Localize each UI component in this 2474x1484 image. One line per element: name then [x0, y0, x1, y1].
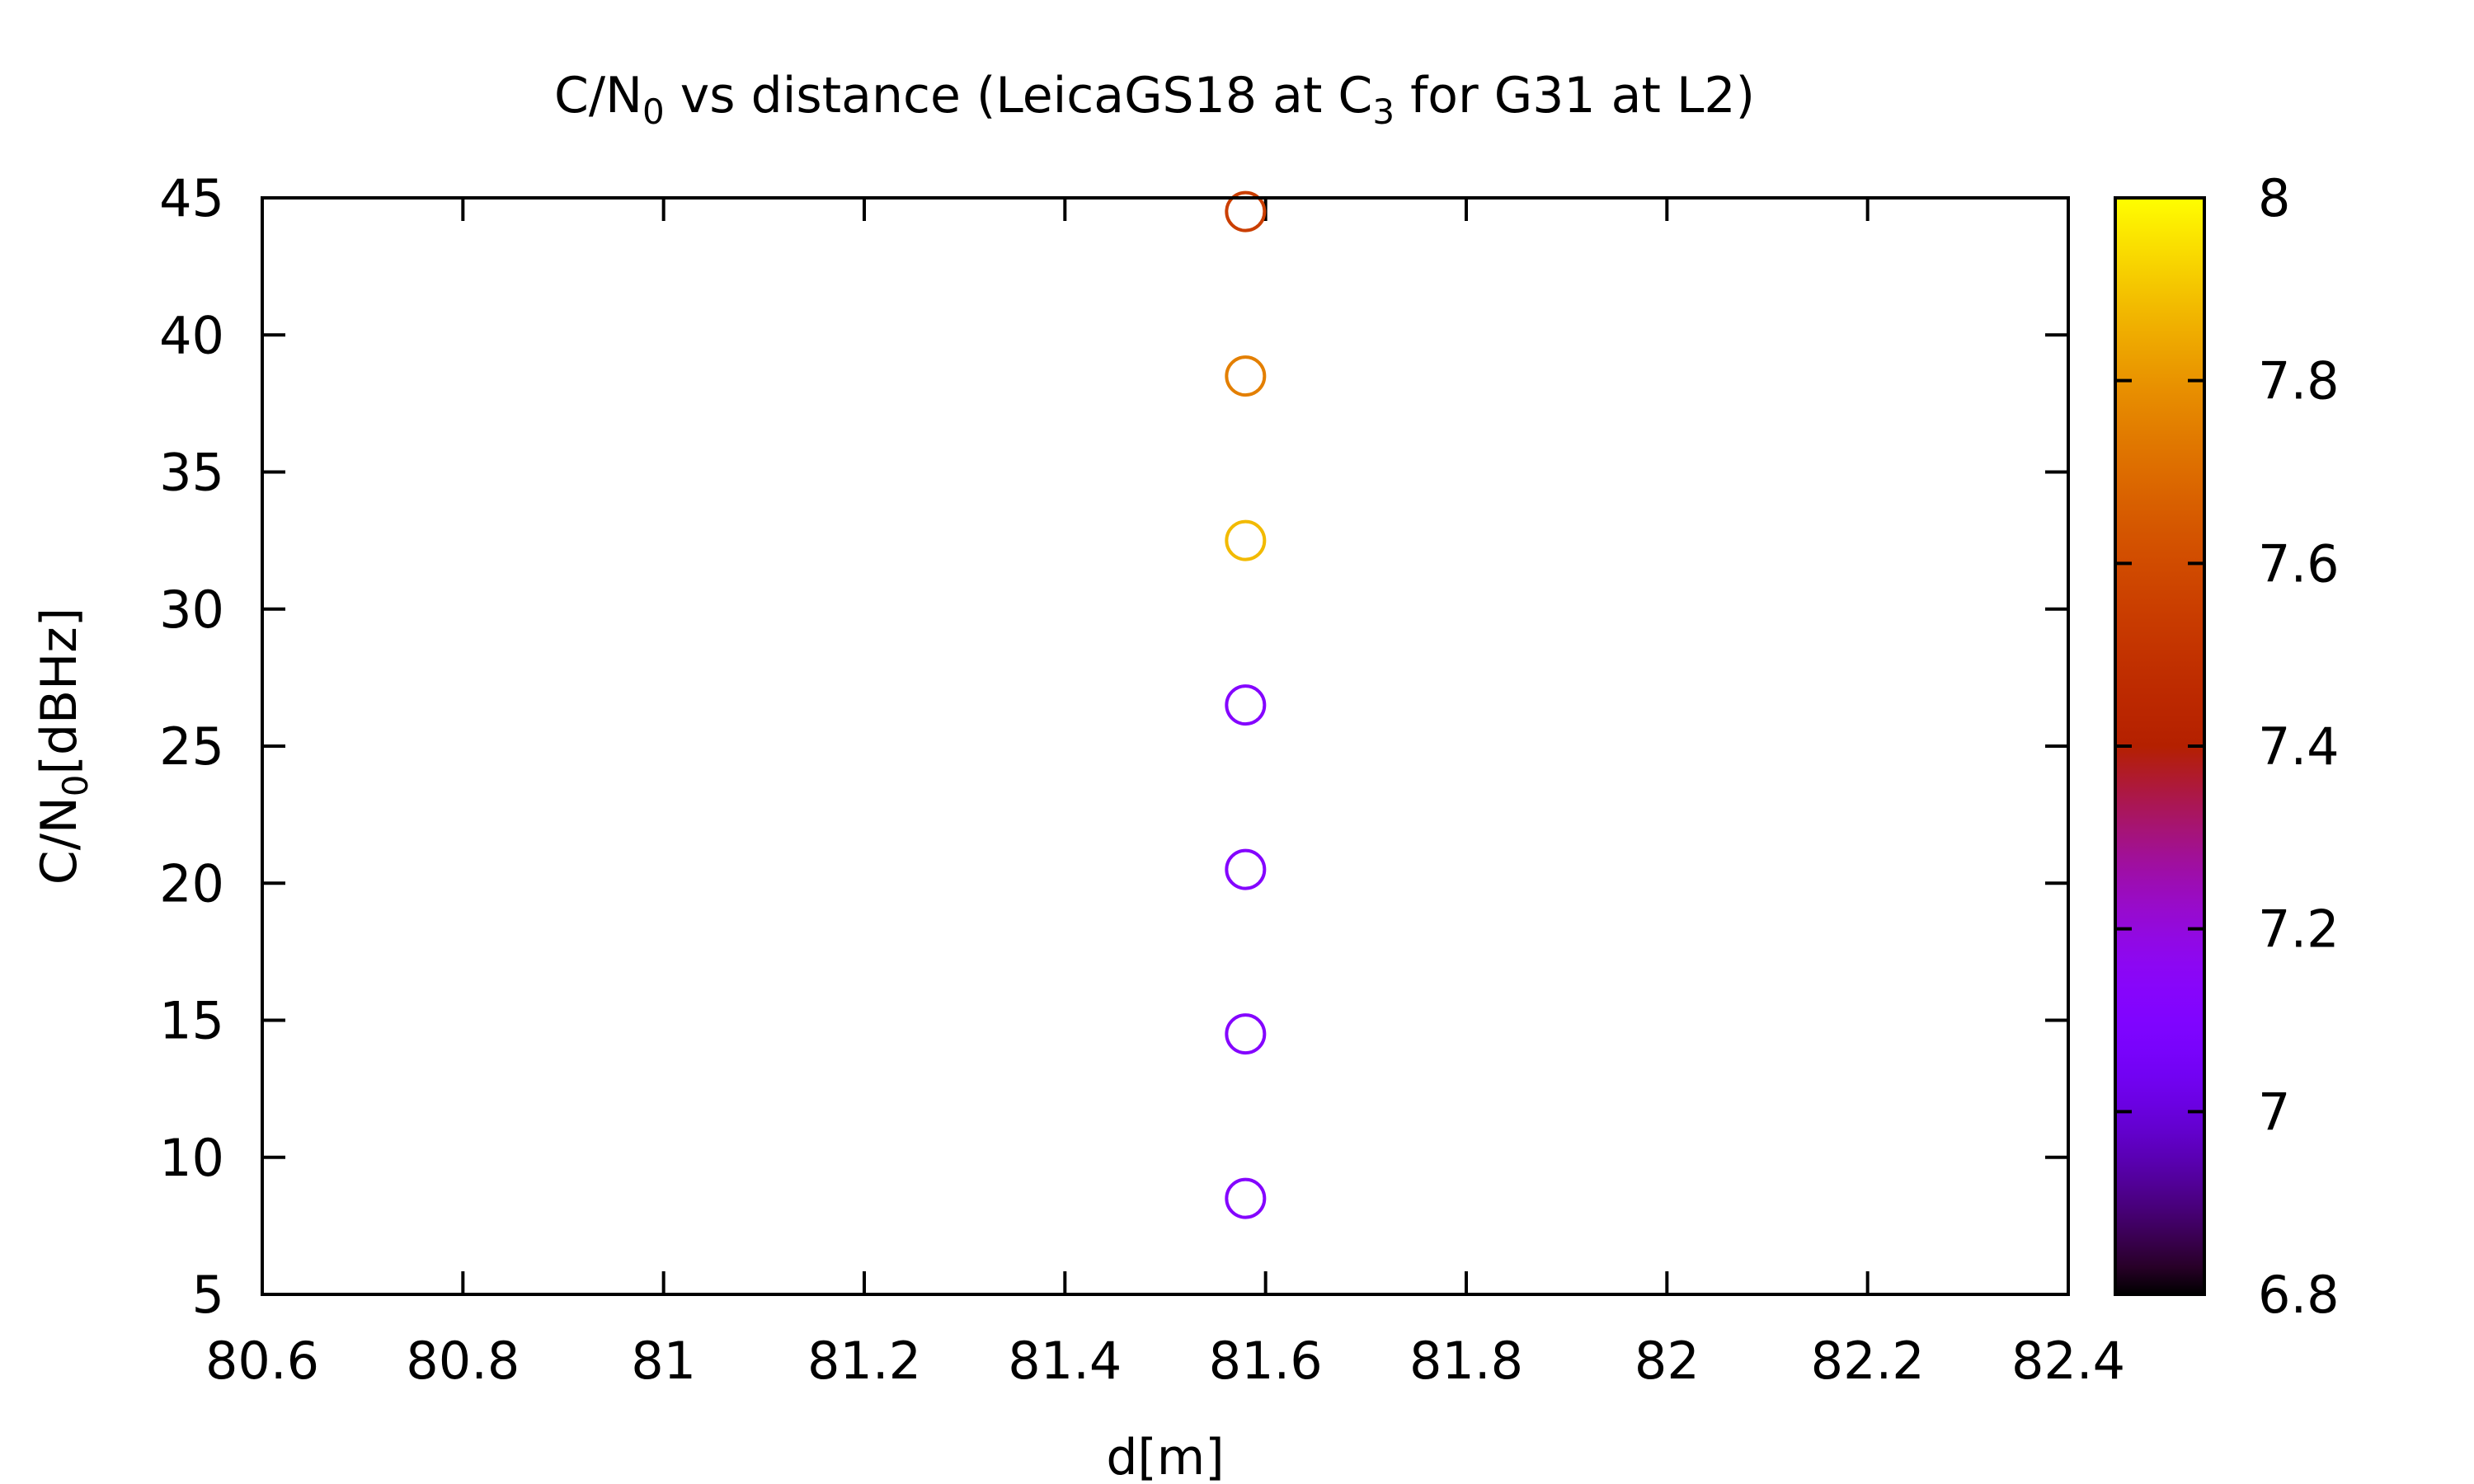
- data-point: [1225, 848, 1267, 890]
- y-tick-label: 40: [159, 305, 224, 365]
- colorbar-tick-label: 8: [2258, 168, 2290, 228]
- x-tick-label: 81: [631, 1331, 696, 1391]
- x-axis-label: d[m]: [1106, 1429, 1224, 1484]
- chart-title-suffix: for G31 at L2): [1395, 67, 1755, 124]
- data-point: [1225, 355, 1267, 397]
- y-tick-label: 10: [159, 1128, 224, 1188]
- data-point: [1225, 1013, 1267, 1055]
- colorbar-tick-label: 7.8: [2258, 351, 2340, 411]
- y-axis-label: C/N0[dBHz]: [31, 608, 96, 885]
- y-axis-ticks: 5 10 15 20 25 30 35 40 45: [159, 168, 2068, 1325]
- y-tick-label: 35: [159, 443, 224, 503]
- x-tick-label: 81.4: [1008, 1331, 1122, 1391]
- x-tick-label: 81.6: [1209, 1331, 1323, 1391]
- y-axis-label-prefix: C/N: [31, 796, 88, 885]
- data-point: [1225, 1177, 1267, 1219]
- x-tick-label: 82.4: [2011, 1331, 2125, 1391]
- x-tick-label: 82.2: [1811, 1331, 1925, 1391]
- chart-title: C/N0 vs distance (LeicaGS18 at C3 for G3…: [554, 67, 1755, 132]
- y-tick-label: 15: [159, 991, 224, 1051]
- data-point: [1225, 519, 1267, 561]
- plot-frame: [261, 196, 2070, 1296]
- colorbar-tick-label: 7.2: [2258, 899, 2340, 960]
- x-tick-label: 81.2: [807, 1331, 921, 1391]
- x-tick-label: 82: [1634, 1331, 1700, 1391]
- chart-title-prefix: C/N: [554, 67, 642, 124]
- x-tick-label: 81.8: [1409, 1331, 1523, 1391]
- x-axis-ticks: 80.6 80.8 81 81.2 81.4 81.6 81.8 82 82.2 82.4: [205, 198, 2125, 1391]
- chart-title-sub2: 3: [1372, 92, 1395, 132]
- chart-title-mid: vs distance (LeicaGS18 at C: [665, 67, 1373, 124]
- y-tick-label: 30: [159, 580, 224, 640]
- y-axis-label-sub: 0: [55, 774, 96, 796]
- colorbar-tick-label: 6.8: [2258, 1265, 2340, 1325]
- colorbar-tick-label: 7.4: [2258, 716, 2340, 777]
- y-tick-label: 45: [159, 168, 224, 228]
- y-tick-label: 20: [159, 853, 224, 913]
- x-tick-label: 80.8: [406, 1331, 520, 1391]
- data-point: [1225, 190, 1267, 232]
- x-tick-label: 80.6: [205, 1331, 319, 1391]
- data-point: [1225, 684, 1267, 726]
- colorbar-tick-label: 7.6: [2258, 533, 2340, 594]
- y-axis-label-suffix: [dBHz]: [31, 608, 88, 775]
- colorbar-ticks: 6.8 7 7.2 7.4 7.6 7.8 8: [2115, 168, 2340, 1325]
- chart-title-sub: 0: [642, 92, 665, 132]
- y-tick-label: 25: [159, 716, 224, 777]
- y-tick-label: 5: [192, 1265, 224, 1325]
- colorbar-tick-label: 7: [2258, 1082, 2290, 1142]
- data-points: [1225, 190, 1267, 1219]
